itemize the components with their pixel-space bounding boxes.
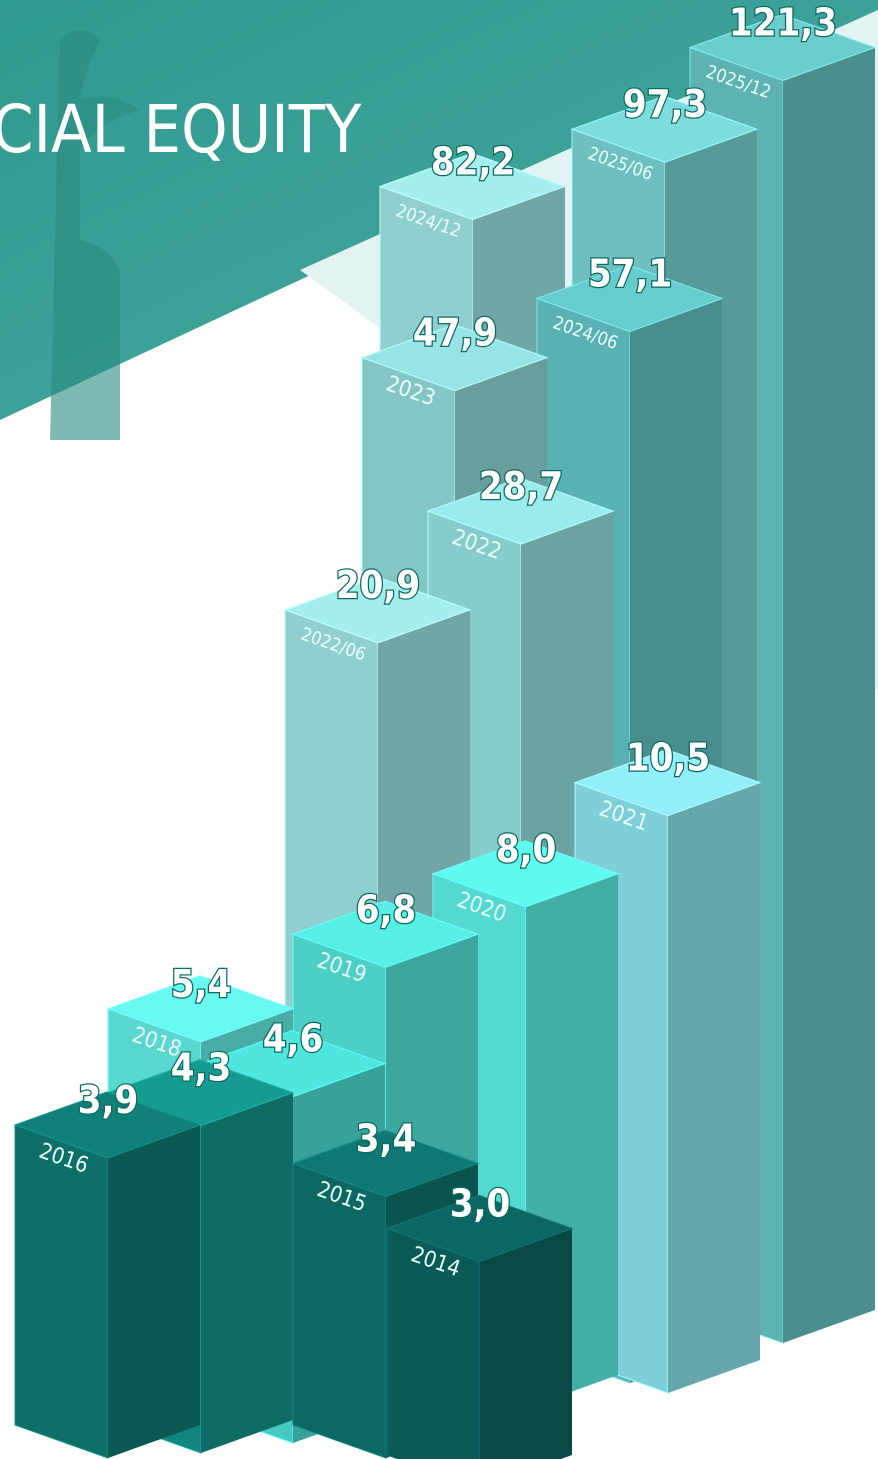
bar-top xyxy=(535,264,724,332)
bar-top xyxy=(291,1129,480,1197)
bar-side xyxy=(480,1228,572,1459)
bar-top xyxy=(291,900,480,968)
bar-top xyxy=(431,840,620,908)
bar-top xyxy=(106,975,295,1043)
bar-top xyxy=(688,13,877,82)
bar-front xyxy=(14,1124,109,1459)
bar-side xyxy=(668,782,760,1393)
value-label: 82,2 xyxy=(431,139,515,183)
value-label: 20,9 xyxy=(336,563,420,607)
value-label: 10,5 xyxy=(626,736,710,780)
bar-top xyxy=(573,749,762,817)
value-label: 28,7 xyxy=(479,464,563,508)
value-label: 5,4 xyxy=(171,962,232,1006)
bar-side xyxy=(201,1092,293,1453)
bar-top xyxy=(378,152,567,220)
bar-top xyxy=(426,477,615,545)
value-label: 3,0 xyxy=(450,1181,511,1225)
value-label: 8,0 xyxy=(496,827,557,871)
bar-side xyxy=(108,1124,200,1458)
value-label: 4,3 xyxy=(171,1046,232,1090)
bar-top xyxy=(13,1091,202,1159)
value-label: 6,8 xyxy=(356,887,417,931)
bar-top xyxy=(570,95,759,163)
value-label: 47,9 xyxy=(413,311,497,355)
bar-top xyxy=(385,1194,574,1262)
value-label: 3,9 xyxy=(78,1078,139,1122)
value-label: 4,6 xyxy=(263,1017,324,1061)
background-figure xyxy=(50,30,140,440)
value-label: 3,4 xyxy=(356,1116,417,1160)
value-label: 121,3 xyxy=(729,0,837,44)
bar-top xyxy=(283,576,472,644)
chart-title: CIAL EQUITY xyxy=(0,91,362,168)
value-label: 97,3 xyxy=(623,82,707,126)
bar-top xyxy=(360,324,549,392)
value-label: 57,1 xyxy=(588,251,672,295)
bar-side xyxy=(783,47,875,1343)
bars: 2025/12121,32025/0697,32024/1282,22024/0… xyxy=(13,0,877,1459)
